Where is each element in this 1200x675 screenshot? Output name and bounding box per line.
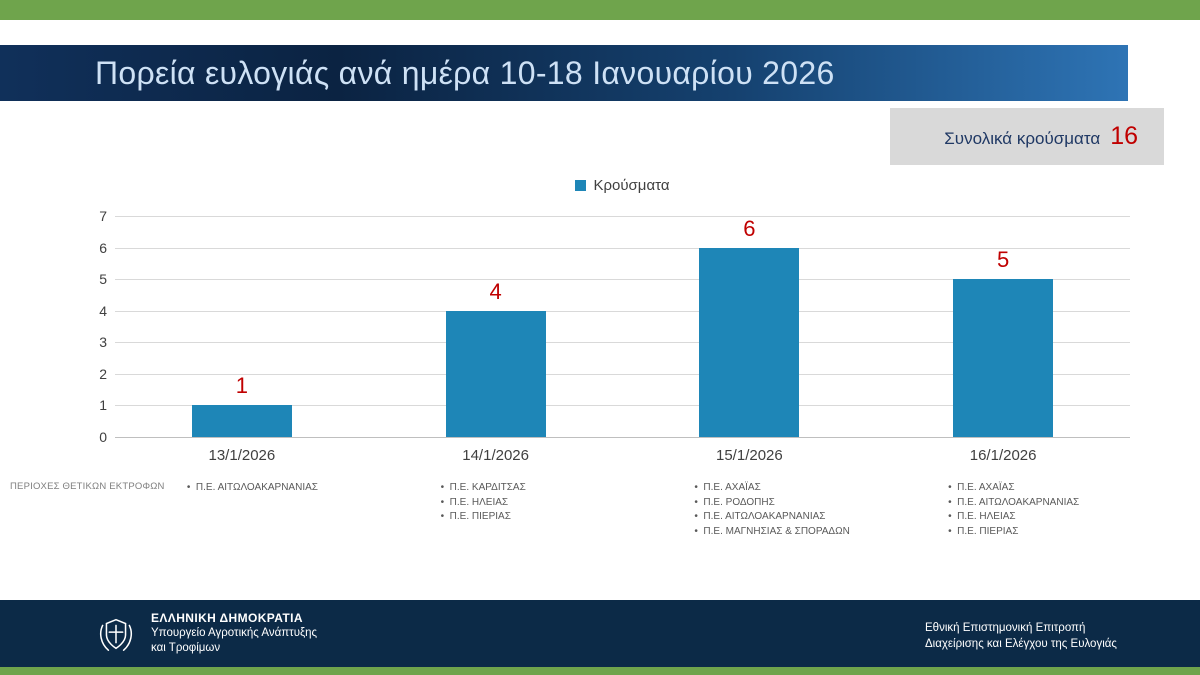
gridline <box>115 437 1130 438</box>
region-item: • Π.Ε. ΗΛΕΙΑΣ <box>440 496 509 508</box>
total-cases-value: 16 <box>1110 122 1138 150</box>
page-title: Πορεία ευλογιάς ανά ημέρα 10-18 Ιανουαρί… <box>95 54 835 91</box>
region-item: • Π.Ε. ΚΑΡΔΙΤΣΑΣ <box>440 482 526 493</box>
bar <box>445 310 546 437</box>
footer-left-text: ΕΛΛΗΝΙΚΗ ΔΗΜΟΚΡΑΤΙΑ Υπουργείο Αγροτικής … <box>151 611 317 656</box>
ministry-line2: και Τροφίμων <box>151 642 221 654</box>
bar-value-label: 5 <box>997 247 1010 273</box>
region-item: • Π.Ε. ΑΧΑΪΑΣ <box>694 482 761 493</box>
org-name: ΕΛΛΗΝΙΚΗ ΔΗΜΟΚΡΑΤΙΑ <box>151 611 303 625</box>
bar <box>699 247 800 437</box>
bar <box>953 279 1054 437</box>
bottom-accent-bar <box>0 667 1200 675</box>
chart-legend: Κρούσματα <box>115 177 1130 194</box>
gridline <box>115 342 1130 344</box>
region-list: • Π.Ε. ΑΙΤΩΛΟΑΚΑΡΝΑΝΙΑΣ <box>187 481 318 496</box>
total-cases-box: Συνολικά κρούσματα 16 <box>890 108 1164 165</box>
y-axis-tick-label: 6 <box>99 239 107 256</box>
committee-line2: Διαχείρισης και Ελέγχου της Ευλογιάς <box>925 638 1117 650</box>
top-accent-bar <box>0 0 1200 20</box>
bar <box>191 405 292 437</box>
ministry-line1: Υπουργείο Αγροτικής Ανάπτυξης <box>151 627 318 639</box>
region-item: • Π.Ε. ΠΙΕΡΙΑΣ <box>440 511 511 522</box>
legend-label: Κρούσματα <box>593 177 670 194</box>
bar-value-label: 4 <box>489 278 502 304</box>
x-axis-label: 15/1/2026 <box>716 447 783 464</box>
y-axis-tick-label: 1 <box>99 397 107 414</box>
region-item: • Π.Ε. ΑΧΑΪΑΣ <box>948 482 1015 493</box>
gridline <box>115 310 1130 312</box>
region-item: • Π.Ε. ΡΟΔΟΠΗΣ <box>694 496 775 508</box>
bar-value-label: 1 <box>235 373 248 399</box>
region-item: • Π.Ε. ΗΛΕΙΑΣ <box>948 511 1016 522</box>
footer-right-text: Εθνική Επιστημονική Επιτροπή Διαχείρισης… <box>925 620 1117 652</box>
hellenic-coat-of-arms-icon <box>99 618 133 651</box>
region-item: • Π.Ε. ΠΙΕΡΙΑΣ <box>948 525 1019 537</box>
header-band: Πορεία ευλογιάς ανά ημέρα 10-18 Ιανουαρί… <box>0 45 1128 101</box>
region-list: • Π.Ε. ΑΧΑΪΑΣ • Π.Ε. ΑΙΤΩΛΟΑΚΑΡΝΑΝΙΑΣ • Π.… <box>948 481 1079 539</box>
y-axis-tick-label: 0 <box>99 429 107 445</box>
y-axis-tick-label: 2 <box>99 365 107 382</box>
gridline <box>115 216 1130 217</box>
gridline <box>115 405 1130 407</box>
gridline <box>115 247 1130 249</box>
region-list: • Π.Ε. ΑΧΑΪΑΣ • Π.Ε. ΡΟΔΟΠΗΣ • Π.Ε. ΑΙΤΩΛΟ… <box>694 481 849 539</box>
region-list: • Π.Ε. ΚΑΡΔΙΤΣΑΣ • Π.Ε. ΗΛΕΙΑΣ • Π.Ε. ΠΙΕΡ… <box>441 481 526 525</box>
footer: ΕΛΛΗΝΙΚΗ ΔΗΜΟΚΡΑΤΙΑ Υπουργείο Αγροτικής … <box>0 600 1200 667</box>
x-axis-label: 13/1/2026 <box>208 447 276 464</box>
total-cases-text: Συνολικά κρούσματα 16 <box>944 122 1138 151</box>
regions-row-label: ΠΕΡΙΟΧΕΣ ΘΕΤΙΚΩΝ ΕΚΤΡΟΦΩΝ <box>10 481 165 492</box>
region-item: • Π.Ε. ΑΙΤΩΛΟΑΚΑΡΝΑΝΙΑΣ <box>186 482 318 493</box>
legend-swatch-icon <box>575 180 587 191</box>
y-axis-tick-label: 3 <box>99 334 107 351</box>
region-item: • Π.Ε. ΑΙΤΩΛΟΑΚΑΡΝΑΝΙΑΣ <box>694 511 826 522</box>
y-axis-tick-label: 7 <box>99 208 107 224</box>
region-item: • Π.Ε. ΑΙΤΩΛΟΑΚΑΡΝΑΝΙΑΣ <box>948 496 1080 508</box>
bar-value-label: 6 <box>743 215 756 241</box>
x-axis-label: 16/1/2026 <box>969 447 1037 464</box>
total-cases-label: Συνολικά κρούσματα <box>944 129 1101 148</box>
gridline <box>115 279 1130 281</box>
committee-line1: Εθνική Επιστημονική Επιτροπή <box>925 622 1086 634</box>
gridline <box>115 373 1130 375</box>
region-item: • Π.Ε. ΜΑΓΝΗΣΙΑΣ & ΣΠΟΡΑΔΩΝ <box>694 525 850 537</box>
x-axis-label: 14/1/2026 <box>462 447 529 464</box>
y-axis-tick-label: 4 <box>99 302 107 319</box>
y-axis-tick-label: 5 <box>99 271 107 288</box>
